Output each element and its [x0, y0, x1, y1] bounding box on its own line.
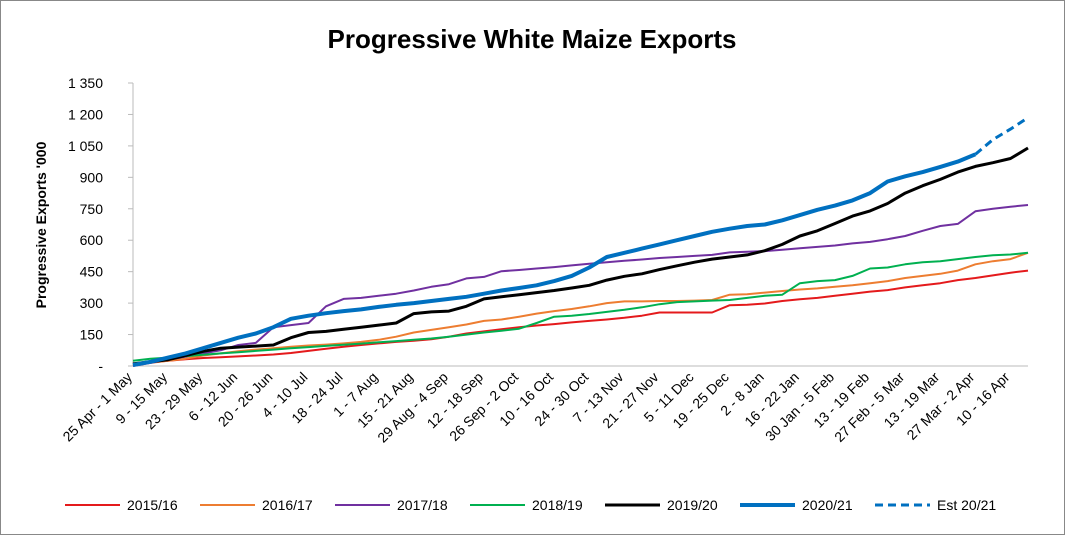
legend-label: 2019/20 [667, 497, 718, 513]
legend-label: 2020/21 [802, 497, 853, 513]
series-line [132, 251, 1029, 362]
y-axis-label: Progressive Exports '000 [33, 141, 49, 308]
y-tick-label: 900 [80, 169, 104, 185]
y-tick-label: 1 050 [68, 138, 103, 154]
y-tick-label: 600 [80, 232, 104, 248]
chart-title: Progressive White Maize Exports [328, 24, 737, 54]
series-line [974, 116, 1029, 156]
y-tick-label: 150 [80, 327, 104, 343]
series-line [132, 146, 1029, 366]
legend-label: 2018/19 [532, 497, 583, 513]
y-tick-label: 1 350 [68, 75, 103, 91]
legend-label: 2016/17 [262, 497, 313, 513]
series-line [132, 204, 1029, 367]
series-line [132, 269, 1029, 365]
y-tick-label: 1 200 [68, 106, 103, 122]
y-tick-label: - [98, 358, 103, 374]
legend-label: 2017/18 [397, 497, 448, 513]
series-line [132, 152, 977, 367]
y-tick-label: 750 [80, 201, 104, 217]
legend-label: Est 20/21 [937, 497, 996, 513]
legend-label: 2015/16 [127, 497, 178, 513]
y-tick-label: 300 [80, 295, 104, 311]
series-line [132, 251, 1029, 366]
y-tick-label: 450 [80, 264, 104, 280]
